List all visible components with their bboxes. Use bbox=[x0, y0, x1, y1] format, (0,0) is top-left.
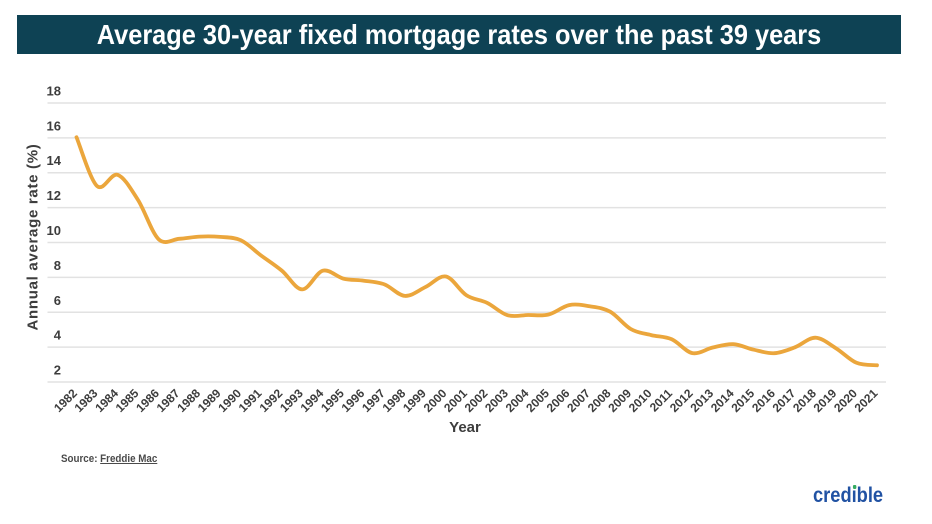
svg-text:8: 8 bbox=[54, 258, 61, 273]
svg-text:18: 18 bbox=[47, 84, 61, 99]
svg-text:16: 16 bbox=[47, 118, 61, 133]
svg-text:10: 10 bbox=[47, 223, 61, 238]
svg-text:14: 14 bbox=[47, 153, 62, 168]
svg-text:6: 6 bbox=[54, 293, 61, 308]
svg-text:4: 4 bbox=[54, 328, 62, 343]
svg-text:Year: Year bbox=[449, 419, 481, 436]
svg-text:Annual average rate (%): Annual average rate (%) bbox=[25, 144, 42, 331]
svg-text:12: 12 bbox=[47, 188, 61, 203]
svg-text:2021: 2021 bbox=[852, 386, 881, 415]
svg-text:2: 2 bbox=[54, 363, 61, 378]
